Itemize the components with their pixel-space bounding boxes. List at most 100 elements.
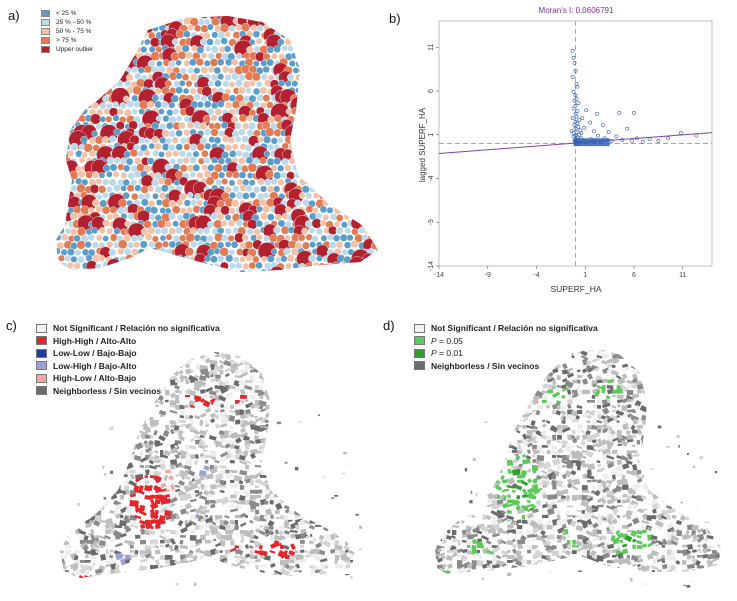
legend-label: < 25 % <box>56 10 77 17</box>
map-patch <box>335 428 344 434</box>
map-patch <box>82 440 90 447</box>
map-patch <box>340 358 345 363</box>
map-patch <box>75 509 80 516</box>
map-patch <box>238 550 244 556</box>
map-patch <box>343 545 351 552</box>
map-patch <box>253 554 259 557</box>
map-patch <box>179 453 188 460</box>
map-patch <box>144 475 149 479</box>
map-patch <box>571 355 575 359</box>
map-patch <box>154 380 160 384</box>
map-symbol <box>175 115 183 122</box>
map-patch <box>537 340 543 343</box>
map-patch <box>355 513 359 516</box>
map-patch <box>333 505 339 512</box>
map-symbol <box>304 16 313 19</box>
map-patch <box>715 450 722 456</box>
map-patch <box>258 550 268 557</box>
map-patch <box>504 385 512 392</box>
map-patch <box>641 369 649 376</box>
map-symbol <box>333 93 341 101</box>
map-patch <box>699 385 707 392</box>
map-patch <box>93 405 100 412</box>
map-symbol <box>160 184 169 193</box>
map-patch <box>104 390 112 395</box>
map-patch <box>220 352 226 355</box>
map-patch <box>341 472 346 475</box>
map-patch <box>153 430 158 436</box>
map-patch <box>94 572 103 578</box>
map-patch <box>220 416 229 425</box>
legend-swatch <box>414 348 425 358</box>
map-symbol <box>95 178 103 185</box>
map-symbol <box>46 221 53 228</box>
map-patch <box>309 515 315 521</box>
map-patch <box>148 469 154 476</box>
map-patch <box>315 492 324 499</box>
legend-swatch <box>36 336 47 346</box>
map-patch <box>125 527 132 533</box>
map-patch <box>203 449 207 452</box>
map-symbol <box>190 73 198 82</box>
map-patch <box>194 542 201 547</box>
map-patch <box>109 404 117 411</box>
map-symbol <box>108 135 117 143</box>
map-patch <box>521 391 530 400</box>
map-patch <box>671 395 680 401</box>
map-symbol <box>271 277 277 283</box>
map-symbol <box>340 37 350 46</box>
map-symbol <box>284 276 291 283</box>
map-symbol <box>168 130 176 138</box>
map-patch <box>679 424 687 432</box>
map-symbol <box>344 45 352 53</box>
map-patch <box>456 374 462 378</box>
map-patch <box>169 420 177 425</box>
map-symbol <box>343 128 351 136</box>
map-patch <box>208 435 217 441</box>
map-patch <box>177 520 184 527</box>
map-patch <box>325 479 330 486</box>
map-symbol <box>91 268 99 272</box>
map-symbol <box>346 234 354 242</box>
map-patch <box>710 365 718 371</box>
map-patch <box>199 389 206 394</box>
map-patch <box>255 528 261 533</box>
map-symbol <box>62 59 71 68</box>
map-symbol <box>216 58 225 66</box>
map-patch <box>254 465 262 468</box>
map-symbol <box>56 142 57 151</box>
map-patch <box>125 559 130 564</box>
map-symbol <box>199 122 208 130</box>
map-patch <box>467 412 474 420</box>
map-patch <box>168 352 174 357</box>
map-patch <box>472 436 479 442</box>
map-patch <box>60 464 67 471</box>
map-symbol <box>154 100 163 109</box>
map-patch <box>72 565 79 573</box>
map-patch <box>661 380 668 385</box>
map-symbol <box>137 248 146 256</box>
scatter-point <box>640 139 645 144</box>
map-symbol <box>372 171 378 179</box>
map-patch <box>561 395 566 399</box>
map-patch <box>60 407 64 413</box>
map-patch <box>110 574 115 578</box>
map-patch <box>676 429 683 436</box>
map-symbol <box>136 234 144 242</box>
map-symbol <box>354 192 362 200</box>
map-patch <box>687 340 695 343</box>
map-symbol <box>316 30 325 39</box>
map-patch <box>319 487 329 495</box>
map-symbol <box>364 184 373 193</box>
map-symbol <box>56 116 66 134</box>
map-patch <box>100 403 108 408</box>
map-patch <box>229 459 235 464</box>
map-patch <box>239 485 245 490</box>
map-symbol <box>335 158 344 166</box>
map-patch <box>630 348 639 351</box>
map-symbol <box>341 25 349 33</box>
map-patch <box>353 440 355 447</box>
map-patch <box>134 425 139 432</box>
map-patch <box>330 340 335 343</box>
map-patch <box>95 339 104 345</box>
